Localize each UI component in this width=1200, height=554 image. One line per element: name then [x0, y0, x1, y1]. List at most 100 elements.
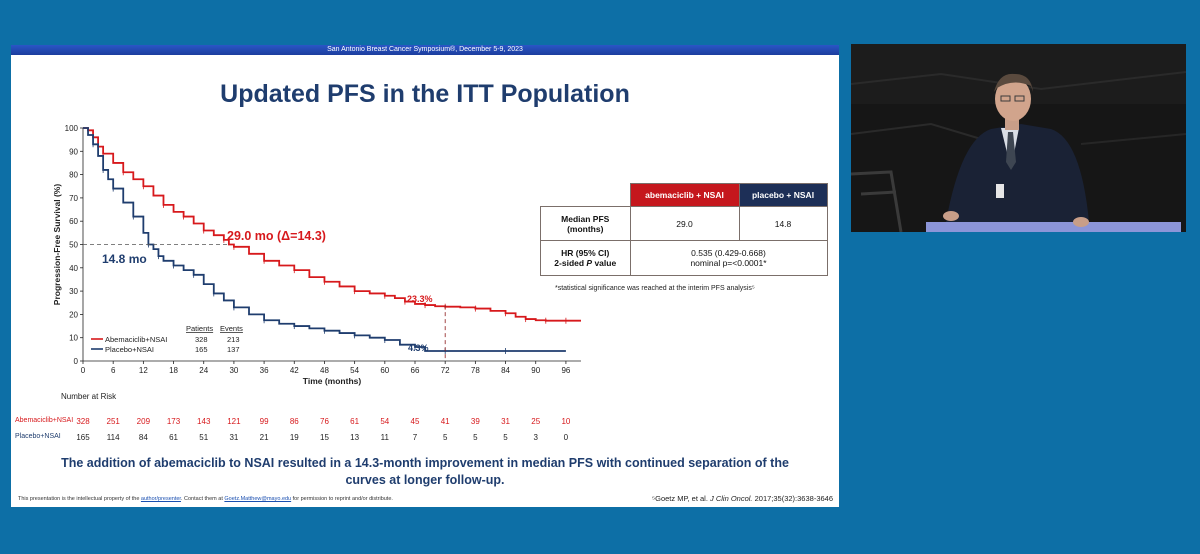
- risk-cell: 0: [563, 433, 569, 442]
- x-tick-label: 12: [139, 366, 148, 375]
- x-tick-label: 54: [350, 366, 359, 375]
- risk-cell: 25: [531, 417, 541, 426]
- risk-cell: 31: [229, 433, 239, 442]
- risk-cell: 41: [440, 417, 450, 426]
- col-header-abemaciclib: abemaciclib + NSAI: [629, 183, 740, 207]
- risk-cell: 209: [136, 417, 151, 426]
- risk-cell: 19: [289, 433, 299, 442]
- y-tick-label: 50: [69, 241, 78, 250]
- risk-row-placebo: Placebo+NSAI 165 114 84 61 51 31 21 19 15 13 11 7 5 5 5…: [11, 433, 839, 444]
- risk-cell: 15: [320, 433, 329, 442]
- ip-disclaimer: This presentation is the intellectual pr…: [18, 496, 393, 502]
- hr-label: HR (95% CI): [561, 248, 610, 258]
- risk-cell: 5: [503, 433, 508, 442]
- x-tick-label: 36: [260, 366, 269, 375]
- x-tick-label: 6: [111, 366, 116, 375]
- legend-events-header: Events: [220, 324, 243, 333]
- risk-cell: 11: [380, 433, 389, 442]
- x-tick-label: 48: [320, 366, 329, 375]
- x-tick-label: 66: [411, 366, 420, 375]
- risk-cell: 7: [412, 433, 418, 442]
- abemaciclib-72-label: 23.3%: [407, 294, 433, 304]
- x-tick-label: 96: [561, 366, 570, 375]
- legend-patients-header: Patients: [186, 324, 213, 333]
- x-tick-label: 42: [290, 366, 299, 375]
- risk-cell: 99: [259, 417, 269, 426]
- y-axis-title: Progression-Free Survival (%): [52, 184, 62, 306]
- y-tick-label: 40: [69, 264, 78, 273]
- y-tick-label: 20: [69, 310, 78, 319]
- risk-cell: 328: [76, 417, 90, 426]
- citation: ⁵Goetz MP, et al. J Clin Oncol. 2017;35(…: [652, 494, 833, 503]
- risk-row-label: Abemaciclib+NSAI: [15, 417, 74, 424]
- km-curve-abemaciclib: [83, 127, 581, 322]
- conclusion-line-2: curves at longer follow-up.: [345, 473, 505, 487]
- conference-banner: San Antonio Breast Cancer Symposium®, De…: [11, 45, 839, 55]
- conclusion-line-1: The addition of abemaciclib to NSAI resu…: [61, 456, 789, 470]
- conclusion-text: The addition of abemaciclib to NSAI resu…: [11, 455, 839, 489]
- p-value: nominal p=<0.0001*: [690, 258, 767, 268]
- y-tick-label: 60: [69, 217, 78, 226]
- risk-cell: 84: [138, 433, 148, 442]
- presentation-slide: San Antonio Breast Cancer Symposium®, De…: [11, 45, 839, 507]
- x-tick-label: 90: [531, 366, 540, 375]
- risk-cell: 5: [473, 433, 478, 442]
- legend-events-placebo: 137: [227, 345, 240, 354]
- risk-cell: 143: [197, 417, 211, 426]
- legend-events-abemaciclib: 213: [227, 335, 240, 344]
- x-tick-label: 84: [501, 366, 510, 375]
- row-label-median-pfs: Median PFS (months): [540, 206, 631, 241]
- risk-cell: 5: [442, 433, 448, 442]
- risk-cell: 61: [169, 433, 178, 442]
- x-axis-title: Time (months): [303, 376, 362, 386]
- risk-cell: 13: [350, 433, 360, 442]
- risk-cell: 86: [289, 417, 299, 426]
- placebo-median-label: 14.8 mo: [102, 252, 147, 266]
- y-tick-label: 70: [69, 194, 78, 203]
- hr-value: 0.535 (0.429-0.668): [691, 248, 766, 258]
- x-tick-label: 18: [169, 366, 178, 375]
- author-link[interactable]: author/presenter: [140, 496, 181, 502]
- risk-cell: 3: [533, 433, 538, 442]
- chart-legend: Patients Events Abemaciclib+NSAI 328 213 Plac…: [91, 324, 243, 354]
- legend-patients-placebo: 165: [195, 345, 208, 354]
- median-pfs-abemaciclib: 29.0: [629, 206, 740, 241]
- legend-patients-abemaciclib: 328: [195, 335, 208, 344]
- median-pfs-unit: (months): [567, 223, 604, 234]
- abemaciclib-median-label: 29.0 mo (Δ=14.3): [227, 229, 326, 243]
- risk-cell: 54: [380, 417, 390, 426]
- y-tick-label: 30: [69, 287, 78, 296]
- risk-cell: 51: [199, 433, 209, 442]
- row-label-hazard-ratio: HR (95% CI) 2-sided P value: [540, 240, 631, 276]
- email-link[interactable]: Goetz.Matthew@mayo.edu: [224, 496, 292, 502]
- median-pfs-placebo: 14.8: [738, 206, 828, 241]
- y-tick-label: 90: [69, 147, 78, 156]
- x-tick-label: 72: [441, 366, 450, 375]
- kaplan-meier-chart: 0 10 20 30 40 50 60 70 80 90 100 0 6 12 18 24 30 36 42 48 54…: [52, 124, 581, 386]
- risk-cell: 10: [561, 417, 571, 426]
- number-at-risk-heading: Number at Risk: [61, 392, 117, 401]
- y-tick-label: 10: [69, 334, 78, 343]
- risk-cell: 173: [166, 417, 181, 426]
- risk-cell: 61: [350, 417, 360, 426]
- chart-axes: 0 10 20 30 40 50 60 70 80 90 100 0 6 12 18 24 30 36 42 48 54…: [52, 124, 581, 386]
- col-header-placebo: placebo + NSAI: [738, 183, 828, 207]
- y-tick-label: 0: [74, 357, 79, 366]
- risk-cell: 121: [227, 417, 241, 426]
- risk-row-label: Placebo+NSAI: [15, 433, 61, 440]
- chart-curves: [83, 127, 581, 354]
- risk-cell: 114: [106, 433, 120, 442]
- hazard-ratio-value: 0.535 (0.429-0.668) nominal p=<0.0001*: [629, 240, 828, 276]
- median-pfs-label: Median PFS: [561, 213, 610, 224]
- x-tick-label: 30: [229, 366, 238, 375]
- y-tick-label: 80: [69, 171, 78, 180]
- risk-cell: 165: [76, 433, 90, 442]
- x-tick-label: 24: [199, 366, 208, 375]
- risk-cell: 31: [501, 417, 510, 426]
- risk-cell: 39: [470, 417, 480, 426]
- p-value-label: 2-sided P value: [554, 258, 617, 268]
- x-tick-label: 78: [471, 366, 480, 375]
- legend-label-abemaciclib: Abemaciclib+NSAI: [105, 335, 167, 344]
- legend-label-placebo: Placebo+NSAI: [105, 345, 154, 354]
- table-footnote: *statistical significance was reached at…: [555, 285, 755, 292]
